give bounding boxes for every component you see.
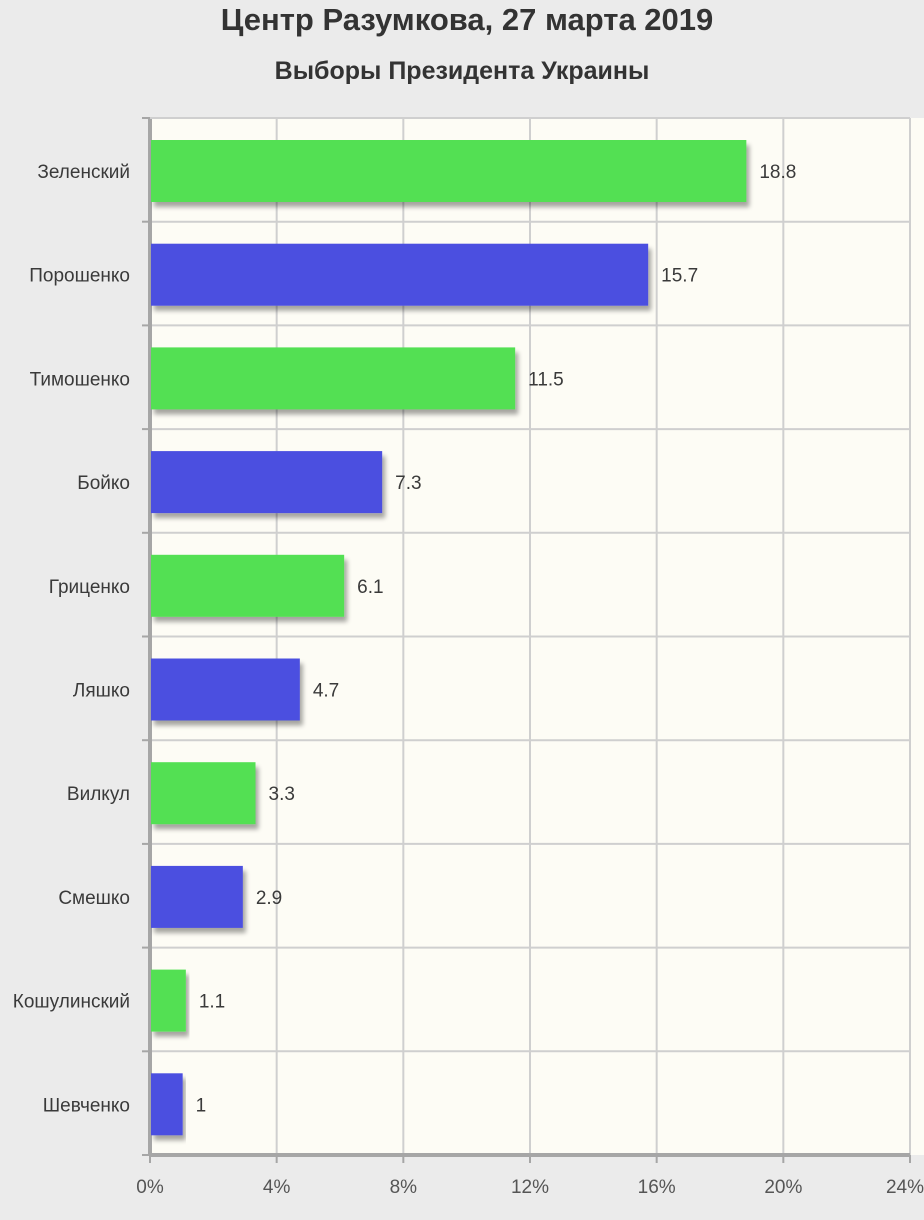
- category-label: Порошенко: [29, 266, 130, 287]
- x-tick-label: 4%: [263, 1177, 291, 1198]
- x-tick-label: 24%: [886, 1177, 924, 1198]
- category-label: Вилкул: [67, 784, 130, 805]
- bar-9: [151, 969, 186, 1032]
- value-label: 11.5: [528, 369, 564, 390]
- bar-6: [151, 658, 300, 721]
- category-label: Гриценко: [49, 577, 130, 598]
- value-label: 4.7: [313, 681, 339, 702]
- value-label: 7.3: [395, 473, 421, 494]
- value-label: 2.9: [256, 888, 282, 909]
- chart-title: Центр Разумкова, 27 марта 2019: [220, 2, 714, 37]
- category-label: Ляшко: [73, 681, 130, 702]
- category-label: Зеленский: [37, 162, 130, 183]
- category-label: Бойко: [77, 473, 130, 494]
- axes: [142, 117, 911, 1163]
- value-label: 1: [196, 1095, 207, 1116]
- value-label: 3.3: [269, 784, 295, 805]
- bar-4: [151, 451, 383, 514]
- bar-7: [151, 762, 256, 825]
- x-tick-label: 0%: [136, 1177, 164, 1198]
- x-tick-label: 12%: [511, 1177, 549, 1198]
- x-tick-label: 20%: [764, 1177, 802, 1198]
- category-label: Шевченко: [43, 1095, 130, 1116]
- bar-10: [151, 1073, 183, 1136]
- category-label: Смешко: [58, 888, 130, 909]
- x-tick-label: 8%: [390, 1177, 418, 1198]
- value-label: 15.7: [661, 266, 698, 287]
- bars: [151, 140, 747, 1136]
- labels: 0% 4% 8% 12% 16% 20% 24% 18.8 Зеленский 15.7 Порош…: [13, 162, 924, 1198]
- value-label: 6.1: [357, 577, 383, 598]
- value-label: 18.8: [759, 162, 796, 183]
- chart-subtitle: Выборы Президента Украины: [274, 57, 650, 85]
- bar-1: [151, 140, 747, 202]
- bar-5: [151, 554, 345, 617]
- value-label: 1.1: [199, 992, 225, 1013]
- bar-3: [151, 347, 516, 410]
- bar-8: [151, 865, 243, 928]
- category-label: Тимошенко: [30, 369, 130, 390]
- bar-2: [151, 243, 649, 306]
- category-label: Кошулинский: [13, 992, 130, 1013]
- x-tick-label: 16%: [638, 1177, 676, 1198]
